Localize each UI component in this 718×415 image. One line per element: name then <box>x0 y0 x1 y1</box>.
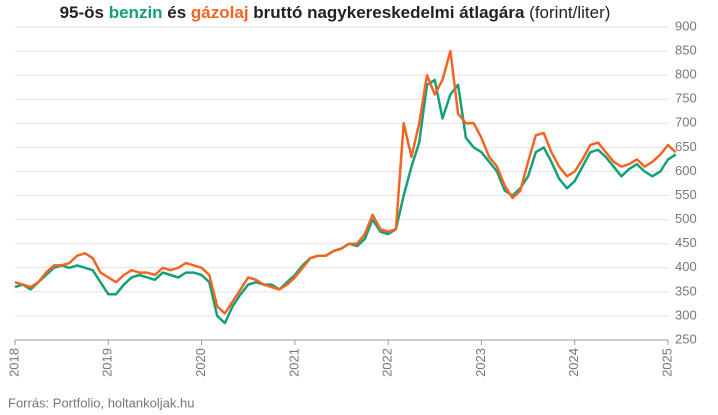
title-part: és <box>163 3 191 22</box>
y-tick-label: 800 <box>675 67 697 82</box>
source-note: Forrás: Portfolio, holtankoljak.hu <box>8 395 194 410</box>
x-tick-label: 2019 <box>100 348 115 377</box>
y-tick-label: 900 <box>675 18 697 33</box>
title-part: 95-ös <box>60 3 109 22</box>
x-tick-label: 2022 <box>380 348 395 377</box>
series-line <box>14 78 677 325</box>
x-tick-label: 2020 <box>193 348 208 377</box>
y-tick-label: 450 <box>675 235 697 250</box>
y-tick-label: 850 <box>675 43 697 58</box>
x-tick-label: 2025 <box>659 348 674 377</box>
y-tick-label: 250 <box>675 331 697 346</box>
y-tick-label: 650 <box>675 139 697 154</box>
x-tick-label: 2024 <box>566 348 581 377</box>
y-tick-label: 500 <box>675 211 697 226</box>
x-tick-label: 2018 <box>6 348 21 377</box>
title-part: gázolaj <box>191 3 249 22</box>
x-tick-label: 2021 <box>286 348 301 377</box>
y-tick-label: 550 <box>675 187 697 202</box>
title-part: (forint/liter) <box>524 3 610 22</box>
y-tick-label: 600 <box>675 163 697 178</box>
y-tick-label: 700 <box>675 115 697 130</box>
chart-title: 95-ös benzin és gázolaj bruttó nagykeres… <box>60 3 611 22</box>
title-part: benzin <box>109 3 163 22</box>
series-line <box>14 49 677 315</box>
y-tick-label: 350 <box>675 283 697 298</box>
y-tick-label: 400 <box>675 259 697 274</box>
x-tick-label: 2023 <box>473 348 488 377</box>
y-tick-label: 300 <box>675 307 697 322</box>
y-tick-label: 750 <box>675 91 697 106</box>
title-part: bruttó nagykereskedelmi átlagára <box>249 3 525 22</box>
